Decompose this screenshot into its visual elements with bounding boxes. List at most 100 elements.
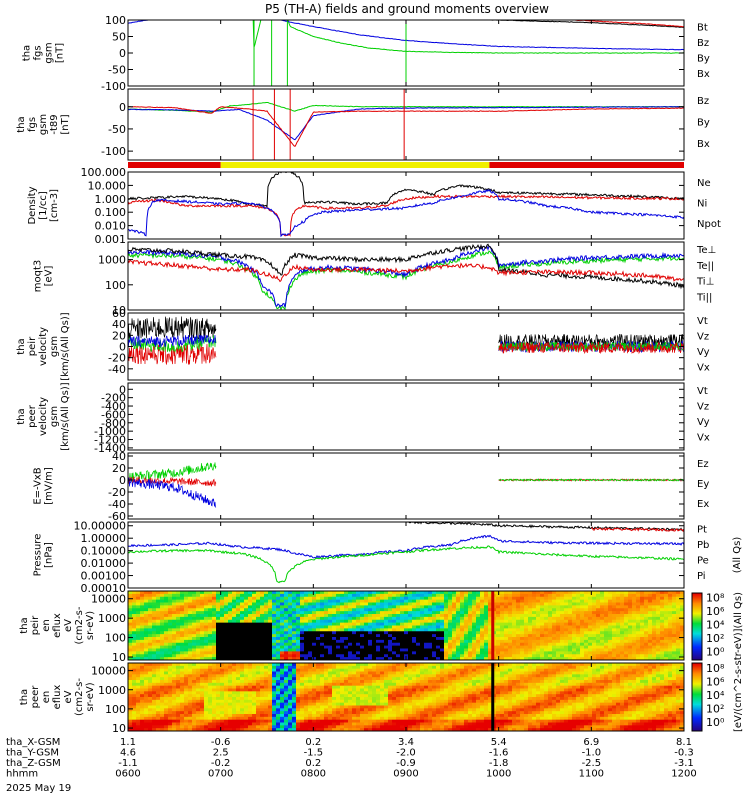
cell-peir_en — [280, 605, 285, 609]
cell-peer_en — [264, 671, 269, 675]
panel-density: 100.00010.0001.0000.1000.0100.001Density… — [27, 166, 721, 246]
cell-peer_en — [216, 714, 221, 718]
cell-peer_en — [248, 688, 253, 692]
cell-peer_en — [148, 665, 153, 670]
cell-peir_en — [192, 596, 197, 601]
cell-peir_en — [212, 634, 217, 638]
cell-peir_en — [596, 611, 601, 615]
cell-peir_en — [424, 619, 429, 624]
cell-peir_en — [408, 657, 413, 660]
cell-peir_en — [244, 593, 249, 598]
cell-peir_en — [508, 642, 513, 647]
cell-peer_en — [240, 728, 245, 731]
cell-peir_en — [596, 637, 601, 641]
cell-peir_en — [428, 608, 433, 612]
cell-peir_en — [340, 622, 345, 626]
cell-peir_en — [316, 593, 321, 598]
cell-peer_en — [272, 711, 277, 715]
cell-peir_en — [236, 593, 241, 598]
cell-peer_en — [204, 716, 209, 721]
cell-peir_en — [472, 657, 477, 660]
cell-peir_en — [252, 605, 257, 609]
cell-peir_en — [232, 611, 237, 615]
cell-peer_en — [140, 685, 145, 689]
cell-peer_en — [324, 691, 329, 695]
cell-peer_en — [192, 668, 197, 672]
cell-peir_en — [220, 625, 225, 629]
ytick-label-peir_en-1: 1000 — [98, 612, 126, 625]
cell-peer_en — [312, 702, 317, 706]
cell-peer_en — [212, 728, 217, 731]
cell-peer_en — [164, 680, 169, 684]
cell-peir_en — [400, 593, 405, 598]
cell-peer_en — [164, 708, 169, 712]
cell-peer_en — [252, 728, 257, 731]
cell-peir_en — [264, 657, 269, 660]
cell-peir_en — [288, 591, 293, 595]
legend-density-0: Ne — [697, 178, 711, 189]
cell-peir_en — [428, 599, 433, 603]
cell-peir_en — [680, 599, 684, 603]
cell-peir_en — [204, 602, 209, 606]
cell-peir_en — [676, 637, 681, 641]
cell-peir_en — [596, 625, 601, 629]
cell-peir_en — [176, 608, 181, 612]
cell-peir_en — [400, 619, 405, 624]
cell-peir_en — [188, 654, 193, 658]
cell-peer_en — [324, 697, 329, 701]
cell-peir_en — [424, 611, 429, 615]
cell-peir_en — [676, 648, 681, 652]
cell-peer_en — [336, 677, 341, 681]
cell-peer_en — [280, 728, 285, 731]
cell-peir_en — [380, 642, 385, 647]
cell-peer_en — [268, 663, 273, 667]
cell-peir_en — [292, 619, 297, 624]
cell-peir_en — [432, 628, 437, 632]
cell-peir_en — [208, 593, 213, 598]
cell-peir_en — [184, 591, 189, 595]
cell-peir_en — [576, 619, 581, 624]
cell-peer_en — [168, 694, 173, 698]
cell-peir_en — [408, 602, 413, 606]
cell-peir_en — [184, 628, 189, 632]
cell-peir_en — [192, 591, 197, 595]
cell-peir_en — [168, 634, 173, 638]
cell-peir_en — [520, 616, 525, 621]
cell-peir_en — [536, 642, 541, 647]
cell-peer_en — [196, 722, 201, 726]
cell-peir_en — [572, 593, 577, 598]
cell-peir_en — [156, 596, 161, 601]
cell-peir_en — [180, 628, 185, 632]
cell-peir_en — [204, 642, 209, 647]
cell-peir_en — [428, 628, 433, 632]
cell-peir_en — [660, 593, 665, 598]
cell-peir_en — [276, 642, 281, 647]
ylabel-peir_vel-3: gsm — [49, 336, 60, 357]
cell-peir_en — [344, 625, 349, 629]
cell-peir_en — [504, 657, 509, 660]
cell-peer_en — [152, 714, 157, 718]
cell-peir_en — [284, 642, 289, 647]
cell-peir_en — [380, 625, 385, 629]
cell-peir_en — [148, 637, 153, 641]
cell-peir_en — [508, 648, 513, 652]
cell-peir_en — [680, 657, 684, 660]
cell-peer_en — [144, 663, 149, 667]
cell-peer_en — [324, 705, 329, 709]
cell-peir_en — [268, 593, 273, 598]
cell-peir_en — [192, 648, 197, 652]
cell-peir_en — [228, 634, 233, 638]
cell-peer_en — [196, 719, 201, 723]
cell-peir_en — [576, 651, 581, 655]
cell-peir_en — [436, 608, 441, 612]
cell-peer_en — [268, 691, 273, 695]
cell-peir_en — [412, 639, 417, 644]
cell-peer_en — [224, 728, 229, 731]
cell-peir_en — [152, 608, 157, 612]
cell-peir_en — [428, 642, 433, 647]
cell-peir_en — [376, 605, 381, 609]
cell-peir_en — [480, 631, 485, 635]
cell-peir_en — [532, 611, 537, 615]
cell-peir_en — [348, 631, 353, 635]
cell-peir_en — [324, 619, 329, 624]
